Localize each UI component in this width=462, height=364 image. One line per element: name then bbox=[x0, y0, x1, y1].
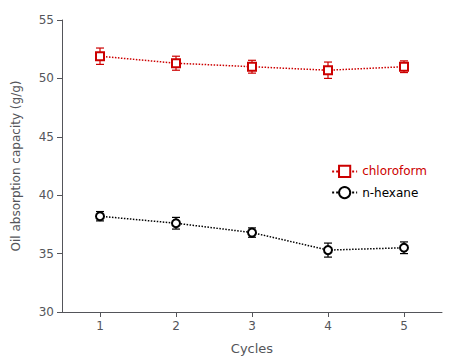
svg-text:n-hexane: n-hexane bbox=[362, 186, 418, 200]
svg-text:30: 30 bbox=[39, 305, 54, 319]
svg-text:Cycles: Cycles bbox=[231, 341, 274, 356]
svg-text:1: 1 bbox=[96, 319, 104, 333]
svg-text:5: 5 bbox=[400, 319, 408, 333]
svg-text:50: 50 bbox=[39, 71, 54, 85]
svg-text:2: 2 bbox=[172, 319, 180, 333]
svg-text:45: 45 bbox=[39, 130, 54, 144]
svg-text:3: 3 bbox=[248, 319, 256, 333]
svg-text:4: 4 bbox=[324, 319, 332, 333]
svg-text:35: 35 bbox=[39, 247, 54, 261]
svg-text:chloroform: chloroform bbox=[362, 164, 427, 178]
svg-text:40: 40 bbox=[39, 188, 54, 202]
svg-text:Oil absorption capacity (g/g): Oil absorption capacity (g/g) bbox=[9, 81, 23, 252]
svg-text:55: 55 bbox=[39, 13, 54, 27]
